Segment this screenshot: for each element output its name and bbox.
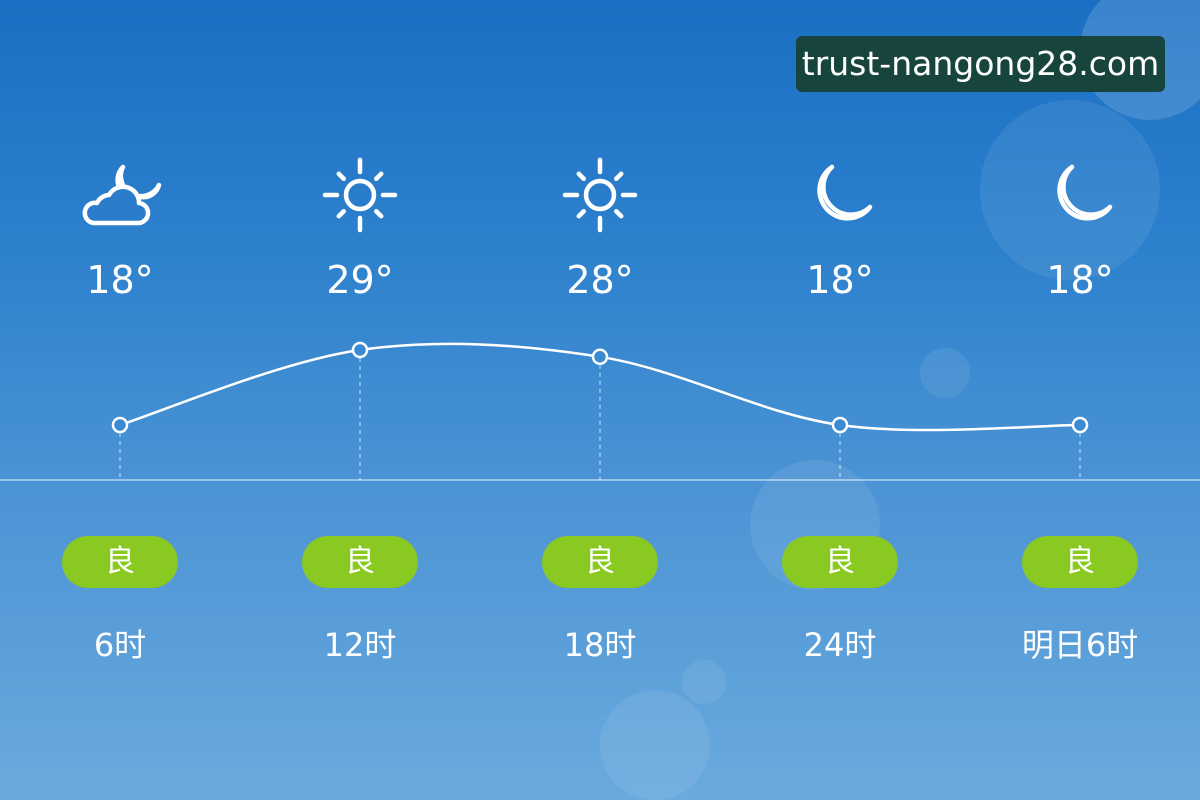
time-label: 24时: [803, 626, 877, 664]
time-label: 12时: [323, 626, 397, 664]
time-label: 明日6时: [1021, 626, 1139, 664]
temperature-point: [351, 341, 369, 359]
temperature-label: 18°: [1046, 258, 1114, 302]
time-label: 6时: [93, 626, 147, 664]
temperature-label: 18°: [86, 258, 154, 302]
moon-icon: [740, 155, 940, 235]
bokeh-decoration: [600, 690, 710, 800]
bokeh-decoration: [980, 100, 1160, 280]
bokeh-decoration: [682, 660, 726, 704]
aqi-badge: 良: [542, 536, 658, 588]
aqi-badge: 良: [302, 536, 418, 588]
watermark: trust-nangong28.com: [796, 36, 1165, 92]
bokeh-decoration: [920, 348, 970, 398]
cloud-moon-icon: [20, 155, 220, 235]
aqi-badge: 良: [62, 536, 178, 588]
sun-icon: [260, 155, 460, 235]
temperature-point: [831, 416, 849, 434]
temperature-point: [591, 348, 609, 366]
sun-icon: [500, 155, 700, 235]
temperature-point: [111, 416, 129, 434]
temperature-label: 29°: [326, 258, 394, 302]
aqi-badge: 良: [782, 536, 898, 588]
temperature-label: 18°: [806, 258, 874, 302]
aqi-badge: 良: [1022, 536, 1138, 588]
time-label: 18时: [563, 626, 637, 664]
moon-icon: [980, 155, 1180, 235]
temperature-point: [1071, 416, 1089, 434]
temperature-label: 28°: [566, 258, 634, 302]
